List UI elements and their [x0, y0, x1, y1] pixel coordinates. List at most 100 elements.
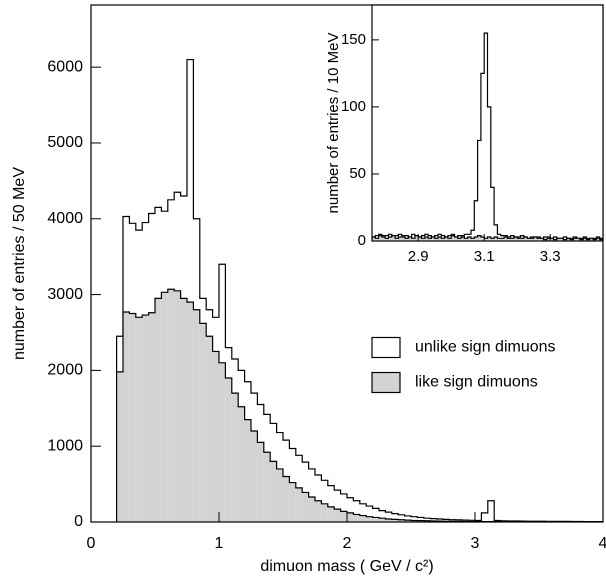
bar — [129, 313, 136, 522]
bar — [353, 514, 360, 522]
bar — [295, 487, 303, 522]
bar — [494, 224, 498, 241]
bar — [283, 476, 290, 522]
bar — [417, 517, 424, 522]
bar — [484, 238, 488, 241]
y-axis-title: number of entries / 10 MeV — [325, 33, 342, 214]
x-tick-label: 0 — [87, 535, 96, 552]
bar — [315, 500, 322, 522]
data-layer — [116, 58, 603, 522]
bar — [398, 519, 405, 522]
bar — [405, 238, 409, 241]
x-tick-label: 1 — [215, 535, 224, 552]
bar — [477, 140, 481, 241]
bar — [477, 235, 481, 241]
bar — [378, 235, 382, 241]
bar — [497, 238, 501, 241]
bar — [543, 236, 547, 241]
bar — [340, 493, 347, 522]
bar — [372, 508, 379, 522]
y-tick-label: 2000 — [47, 362, 83, 379]
bar — [438, 236, 442, 241]
bar — [513, 236, 518, 241]
bar — [315, 475, 322, 522]
bar — [474, 236, 478, 241]
y-tick-label: 50 — [349, 165, 366, 182]
bar — [180, 298, 187, 522]
bar — [398, 236, 402, 241]
bar — [391, 235, 396, 241]
bar — [484, 33, 488, 241]
bar — [504, 236, 508, 241]
bar — [464, 238, 468, 241]
bar — [161, 292, 168, 522]
bar — [423, 518, 431, 522]
bar — [334, 490, 341, 522]
bar — [174, 290, 181, 522]
y-axis-title: number of entries / 50 MeV — [11, 167, 28, 360]
bar — [276, 468, 283, 522]
bar — [573, 238, 577, 241]
bar — [321, 503, 328, 522]
bar — [404, 520, 411, 522]
bar — [523, 236, 528, 241]
bar — [517, 238, 521, 241]
data-layer — [372, 32, 603, 241]
bar — [474, 200, 478, 241]
bar — [372, 236, 376, 241]
bar — [423, 520, 431, 522]
bar — [424, 236, 429, 241]
x-tick-label: 2.9 — [408, 248, 429, 265]
x-tick-label: 2 — [343, 535, 352, 552]
bar — [231, 393, 239, 522]
y-tick-label: 3000 — [47, 286, 83, 303]
bar — [543, 239, 547, 241]
bar — [421, 238, 425, 241]
bar — [379, 510, 386, 522]
step-outline — [116, 58, 603, 522]
bar — [537, 238, 541, 241]
bar — [116, 371, 123, 522]
bar — [289, 482, 296, 522]
bar — [385, 518, 392, 522]
plot-frame — [371, 4, 604, 242]
x-tick-label: 3.3 — [540, 248, 561, 265]
bar — [347, 497, 354, 522]
bar — [353, 500, 360, 522]
bar — [347, 512, 354, 522]
step-outline — [372, 235, 603, 241]
bar — [497, 234, 501, 241]
bar — [398, 514, 405, 522]
bar — [238, 406, 245, 522]
bar — [340, 511, 347, 522]
y-tick-label: 0 — [74, 513, 83, 530]
bar — [576, 238, 580, 241]
bar — [308, 468, 315, 522]
y-tick-label: 100 — [341, 98, 366, 115]
legend: unlike sign dimuons like sign dimuons — [371, 336, 556, 394]
y-tick-label: 4000 — [47, 210, 83, 227]
bar — [436, 518, 443, 522]
bar — [334, 509, 341, 522]
bar — [411, 520, 418, 522]
bar — [593, 239, 597, 241]
bar — [142, 315, 149, 522]
bar — [401, 236, 405, 241]
bar — [148, 312, 155, 522]
bar — [366, 516, 373, 522]
bar — [391, 513, 399, 522]
bar — [155, 298, 162, 522]
legend-swatch — [371, 336, 401, 359]
bar — [471, 238, 475, 241]
bar — [487, 236, 491, 241]
bar — [507, 238, 511, 241]
bar — [428, 238, 432, 241]
bar — [599, 239, 603, 241]
legend-swatch — [371, 371, 401, 394]
bar — [441, 238, 445, 241]
bar — [411, 234, 415, 241]
bar — [490, 187, 495, 241]
bar — [494, 236, 498, 241]
